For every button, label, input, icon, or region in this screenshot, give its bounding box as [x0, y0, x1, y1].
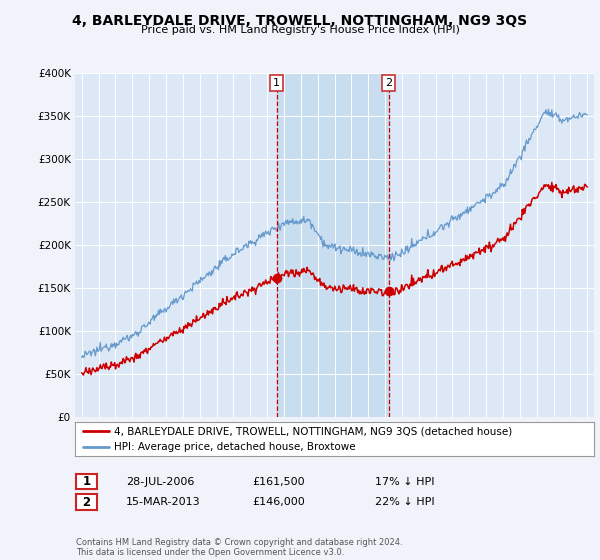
Text: 4, BARLEYDALE DRIVE, TROWELL, NOTTINGHAM, NG9 3QS (detached house): 4, BARLEYDALE DRIVE, TROWELL, NOTTINGHAM…	[114, 426, 512, 436]
Text: 1: 1	[273, 78, 280, 88]
Text: 1: 1	[82, 475, 91, 488]
Text: HPI: Average price, detached house, Broxtowe: HPI: Average price, detached house, Brox…	[114, 442, 356, 452]
Text: Price paid vs. HM Land Registry's House Price Index (HPI): Price paid vs. HM Land Registry's House …	[140, 25, 460, 35]
Bar	[277, 73, 389, 417]
Text: £161,500: £161,500	[252, 477, 305, 487]
Text: 15-MAR-2013: 15-MAR-2013	[126, 497, 200, 507]
Text: 28-JUL-2006: 28-JUL-2006	[126, 477, 194, 487]
Text: 2: 2	[385, 78, 392, 88]
Text: Contains HM Land Registry data © Crown copyright and database right 2024.
This d: Contains HM Land Registry data © Crown c…	[76, 538, 402, 557]
Text: 22% ↓ HPI: 22% ↓ HPI	[375, 497, 434, 507]
Text: 2: 2	[82, 496, 91, 508]
Text: 4, BARLEYDALE DRIVE, TROWELL, NOTTINGHAM, NG9 3QS: 4, BARLEYDALE DRIVE, TROWELL, NOTTINGHAM…	[73, 14, 527, 28]
Text: £146,000: £146,000	[252, 497, 305, 507]
Text: 17% ↓ HPI: 17% ↓ HPI	[375, 477, 434, 487]
